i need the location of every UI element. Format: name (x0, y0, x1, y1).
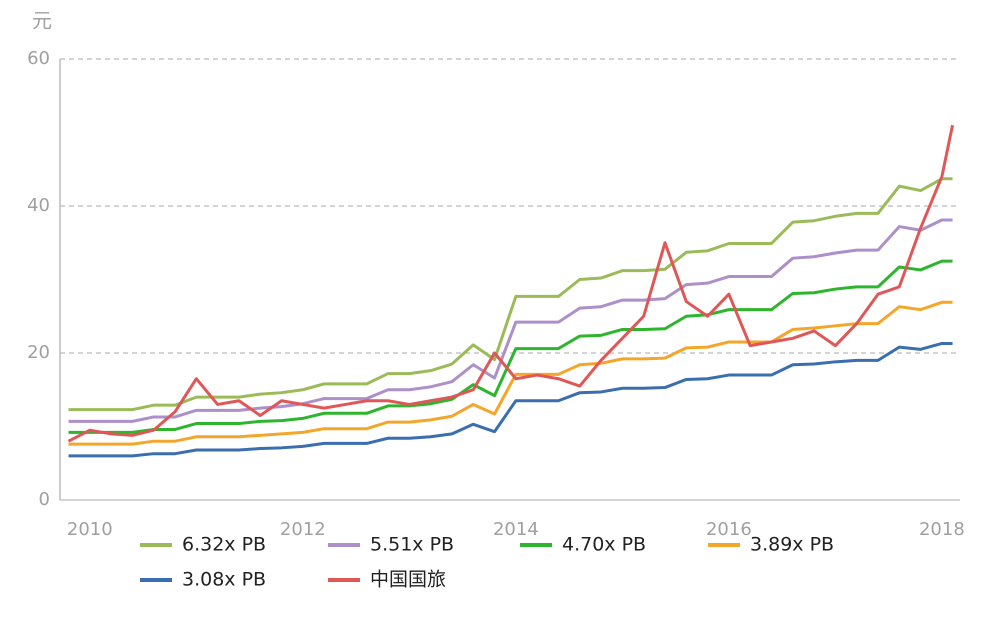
legend-label: 中国国旅 (370, 569, 446, 591)
series-line (68, 177, 953, 412)
x-tick-label: 2010 (67, 519, 113, 540)
y-tick-label: 20 (27, 342, 50, 363)
series-line (68, 300, 953, 446)
legend-label: 4.70x PB (562, 534, 646, 556)
legend-label: 6.32x PB (182, 534, 266, 556)
x-tick-label: 2012 (280, 519, 326, 540)
legend-label: 3.08x PB (182, 569, 266, 591)
y-tick-label: 0 (39, 489, 50, 510)
x-tick-label: 2016 (706, 519, 752, 540)
series-line (68, 218, 953, 423)
y-tick-label: 40 (27, 195, 50, 216)
series-line (68, 259, 953, 434)
series-line (68, 341, 953, 458)
y-tick-label: 60 (27, 48, 50, 69)
y-axis-label: 元 (32, 9, 52, 33)
legend-label: 3.89x PB (750, 534, 834, 556)
series-line (67, 124, 955, 443)
x-tick-label: 2014 (493, 519, 539, 540)
x-tick-label: 2018 (919, 519, 965, 540)
legend-label: 5.51x PB (370, 534, 454, 556)
